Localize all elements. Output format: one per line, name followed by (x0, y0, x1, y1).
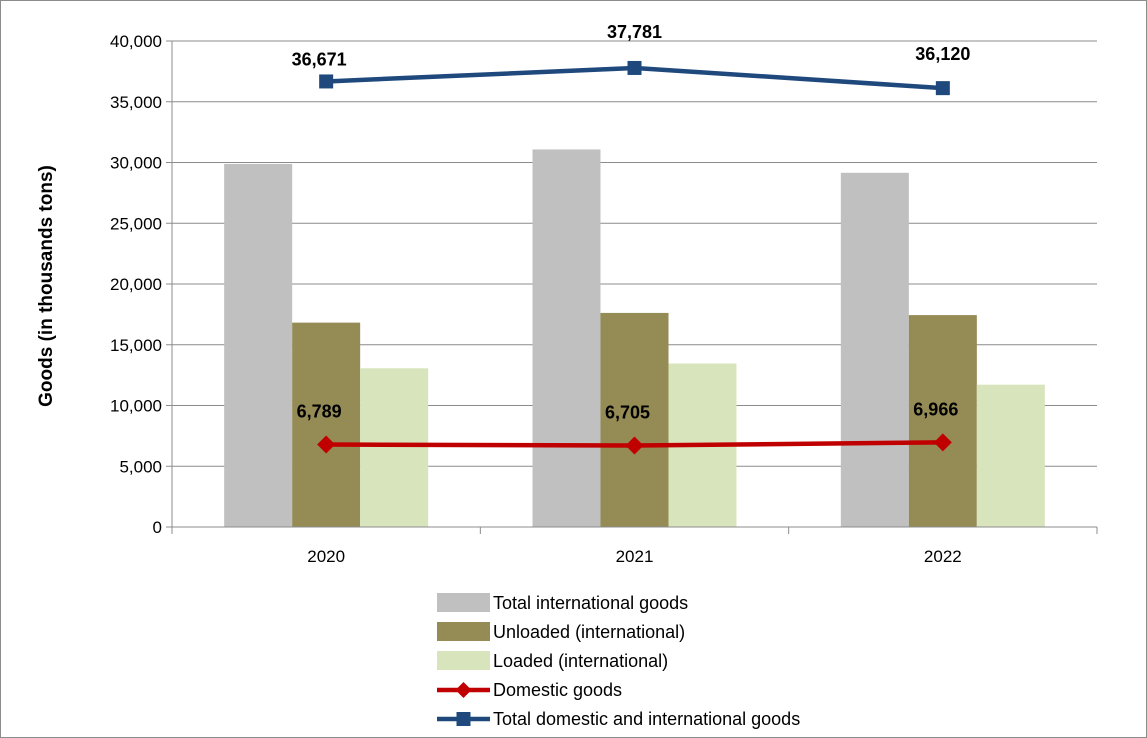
y-tick-label: 10,000 (110, 397, 162, 416)
x-tick-label: 2021 (616, 547, 654, 566)
y-tick-label: 0 (153, 518, 162, 537)
legend-label-unloaded-international: Unloaded (international) (493, 622, 685, 642)
y-tick-label: 15,000 (110, 336, 162, 355)
bar-total-international-goods (224, 163, 293, 527)
marker-total-domestic-and-international-goods (627, 60, 642, 75)
axes: 0 5,000 10,000 15,000 20,000 25,000 30,000 35,0… (110, 32, 1098, 566)
legend-marker-domestic-goods (455, 682, 472, 698)
y-tick-label: 40,000 (110, 32, 162, 51)
marker-total-domestic-and-international-goods (319, 74, 334, 89)
marker-domestic-goods (933, 433, 952, 452)
data-label-total-domestic-and-international-goods: 37,781 (607, 22, 662, 42)
data-label-total-domestic-and-international-goods: 36,120 (915, 44, 970, 64)
bars (224, 149, 1045, 527)
data-labels: 6,789 6,705 6,966 36,671 37,781 36,120 (292, 22, 971, 423)
legend-swatch-loaded-international (437, 651, 490, 670)
bar-unloaded-international (908, 315, 977, 527)
marker-total-domestic-and-international-goods (935, 81, 950, 96)
y-tick-label: 35,000 (110, 93, 162, 112)
legend-marker-total-domestic-and-international-goods (456, 712, 471, 726)
data-label-domestic-goods: 6,966 (913, 399, 958, 419)
bar-unloaded-international (292, 322, 361, 527)
legend-label-domestic-goods: Domestic goods (493, 680, 622, 700)
y-axis-title: Goods (in thousands tons) (36, 165, 57, 407)
legend: Total international goods Unloaded (inter… (437, 593, 800, 729)
marker-domestic-goods (317, 435, 336, 454)
legend-swatch-unloaded-international (437, 622, 490, 641)
y-tick-label: 30,000 (110, 154, 162, 173)
data-label-domestic-goods: 6,789 (297, 402, 342, 422)
legend-label-total-international-goods: Total international goods (493, 593, 688, 613)
y-tick-label: 25,000 (110, 214, 162, 233)
bar-loaded-international (976, 384, 1045, 527)
bar-loaded-international (360, 368, 429, 527)
x-tick-label: 2020 (307, 547, 345, 566)
x-tick-label: 2022 (924, 547, 962, 566)
data-label-total-domestic-and-international-goods: 36,671 (292, 49, 347, 69)
data-label-domestic-goods: 6,705 (605, 403, 650, 423)
legend-swatch-total-international-goods (437, 593, 490, 612)
legend-label-total-domestic-and-international-goods: Total domestic and international goods (493, 709, 800, 729)
bar-total-international-goods (840, 172, 909, 527)
bar-unloaded-international (600, 312, 669, 527)
legend-label-loaded-international: Loaded (international) (493, 651, 668, 671)
lines (317, 60, 952, 455)
y-tick-label: 20,000 (110, 275, 162, 294)
marker-domestic-goods (625, 436, 644, 455)
bar-total-international-goods (532, 149, 601, 527)
y-tick-label: 5,000 (119, 457, 162, 476)
